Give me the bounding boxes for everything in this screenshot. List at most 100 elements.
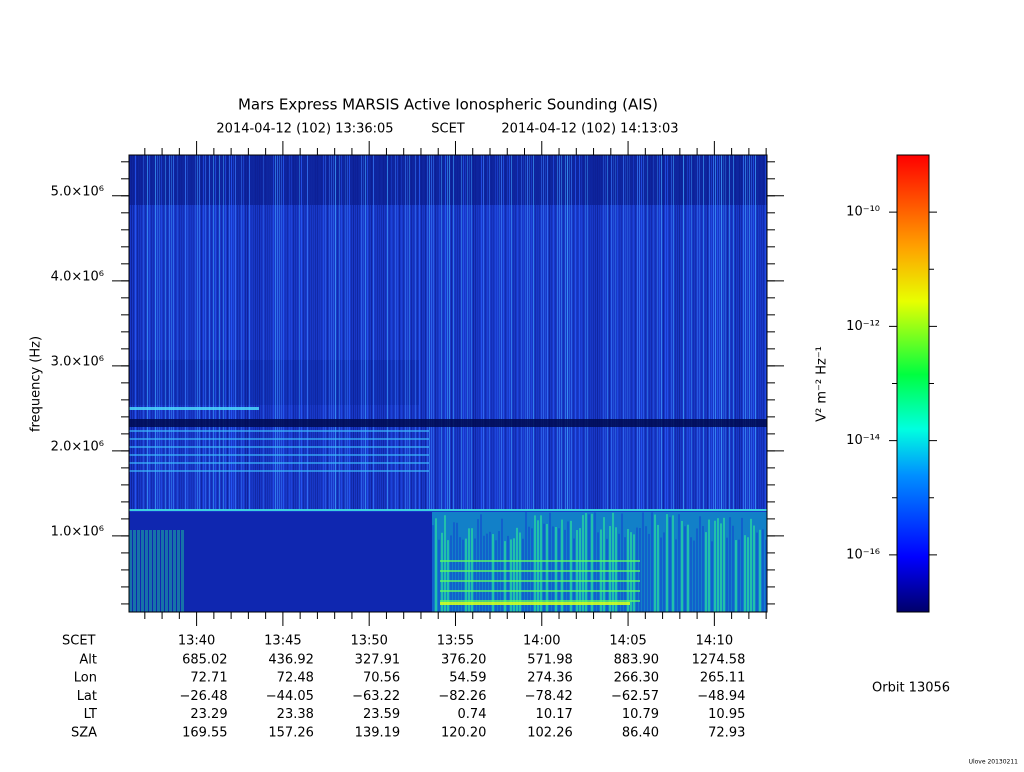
texture [277, 155, 278, 510]
texture [583, 155, 584, 510]
texture [450, 535, 452, 612]
texture [203, 155, 204, 510]
texture [283, 155, 284, 510]
texture [167, 155, 168, 510]
texture [555, 155, 556, 510]
texture [623, 155, 624, 510]
texture [539, 155, 540, 510]
texture [411, 155, 412, 510]
texture [515, 155, 516, 510]
texture [440, 580, 640, 582]
texture [135, 155, 136, 510]
texture [666, 514, 668, 612]
texture [639, 528, 641, 612]
texture [462, 539, 464, 612]
texture [447, 540, 449, 612]
texture [615, 527, 617, 612]
texture [245, 155, 246, 510]
ephemeris-time-label: SCET [62, 634, 96, 649]
texture [733, 155, 734, 510]
texture [243, 155, 244, 510]
texture [477, 519, 479, 612]
texture [707, 155, 708, 510]
texture [537, 155, 538, 510]
texture [487, 155, 488, 510]
texture [633, 534, 635, 612]
texture [702, 526, 704, 612]
texture [621, 155, 622, 510]
texture [129, 470, 429, 472]
texture [653, 155, 654, 510]
texture [528, 526, 530, 612]
texture [129, 419, 767, 427]
texture [511, 155, 512, 510]
texture [504, 541, 506, 612]
texture [691, 155, 692, 510]
ephemeris-value: 72.71 [190, 671, 227, 686]
y-tick-label: 2.0×10⁶ [51, 439, 104, 454]
texture [611, 155, 612, 510]
texture [649, 155, 650, 510]
texture [499, 155, 500, 510]
texture [345, 155, 346, 510]
texture [651, 155, 652, 510]
ephemeris-value: 72.48 [277, 671, 314, 686]
texture [387, 155, 388, 510]
texture [751, 155, 752, 510]
texture [383, 155, 384, 510]
texture [223, 155, 224, 510]
texture [719, 155, 720, 510]
footer: Ulove 20130211 [969, 759, 1019, 766]
texture [433, 155, 434, 510]
texture [669, 155, 670, 510]
texture [557, 155, 558, 510]
texture [443, 155, 444, 510]
texture [624, 537, 626, 612]
texture [165, 530, 168, 612]
texture [497, 155, 498, 510]
ephemeris-value: 70.56 [363, 671, 400, 686]
texture [483, 155, 484, 510]
texture [711, 155, 712, 510]
texture [419, 155, 420, 510]
x-tick-label: 13:50 [350, 634, 387, 649]
texture [681, 155, 682, 510]
texture [333, 155, 334, 510]
texture [201, 155, 202, 510]
texture [753, 155, 754, 510]
texture [325, 155, 326, 510]
ephemeris-value: 0.74 [458, 707, 487, 722]
texture [683, 155, 684, 510]
texture [181, 155, 182, 510]
texture [363, 155, 364, 510]
texture [675, 155, 676, 510]
texture [369, 155, 370, 510]
texture [715, 155, 716, 510]
texture [513, 538, 515, 612]
texture [600, 529, 602, 612]
texture [227, 155, 228, 510]
texture [177, 155, 178, 510]
texture [323, 155, 324, 510]
texture [678, 514, 680, 612]
time-label: SCET [431, 122, 465, 137]
texture [659, 155, 660, 510]
texture [391, 155, 392, 510]
texture [129, 446, 429, 448]
texture [343, 155, 344, 510]
texture [534, 515, 536, 612]
texture [721, 155, 722, 510]
texture [637, 155, 638, 510]
texture [305, 155, 306, 510]
texture [582, 515, 584, 612]
texture [185, 155, 186, 510]
texture [726, 537, 728, 612]
ephemeris-label: Lat [77, 689, 97, 704]
texture [493, 155, 494, 510]
texture [553, 155, 554, 510]
texture [525, 155, 526, 510]
texture [143, 155, 144, 510]
texture [645, 526, 647, 612]
texture [713, 155, 714, 510]
texture [593, 155, 594, 510]
